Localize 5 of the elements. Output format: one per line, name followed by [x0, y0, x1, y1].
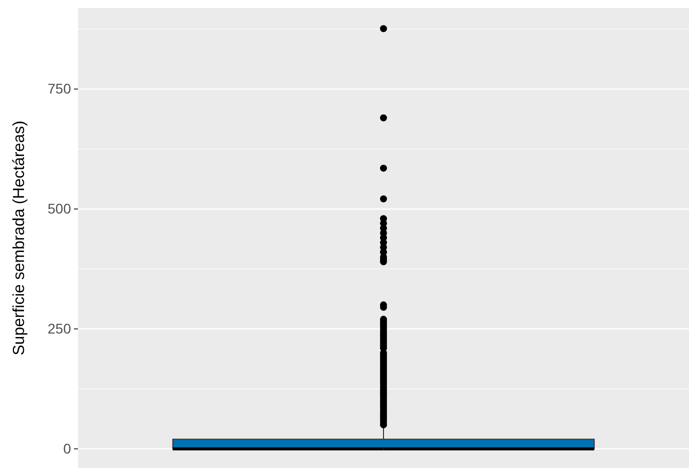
y-tick-label: 750	[48, 80, 72, 97]
y-tick-label: 0	[63, 440, 72, 456]
y-tick-label: 500	[48, 200, 72, 216]
y-tick-label: 250	[48, 320, 72, 336]
y-axis-title: Superficie sembrada (Hectáreas)	[11, 120, 28, 356]
